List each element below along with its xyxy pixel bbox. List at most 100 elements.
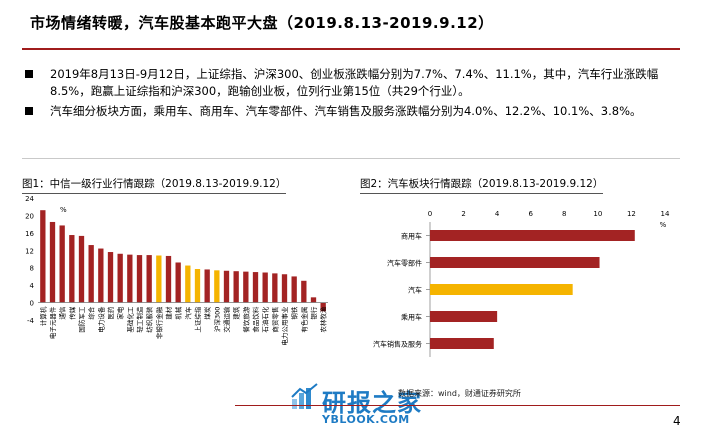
bar (165, 255, 172, 303)
y-tick-label: -4 (27, 317, 35, 325)
x-tick-label: 综合 (87, 306, 96, 320)
unit-label: % (660, 221, 667, 229)
bar (59, 225, 65, 303)
x-tick-label: 12 (627, 210, 636, 218)
x-tick-label: 医药 (106, 306, 115, 320)
x-tick-label: 交通运输 (222, 306, 231, 333)
bar (40, 210, 46, 303)
bullet-text: 2019年8月13日-9月12日，上证综指、沪深300、创业板涨跌幅分别为7.7… (50, 67, 659, 98)
page-title: 市场情绪转暖，汽车股基本跑平大盘（2019.8.13-2019.9.12） (30, 14, 494, 32)
x-tick-label: 电力设备 (96, 306, 105, 333)
x-tick-label: 食品饮料 (251, 306, 260, 333)
bar (49, 221, 56, 303)
figure-2-title-underline (360, 193, 604, 194)
y-tick-label: 20 (25, 212, 34, 220)
x-tick-label: 家电 (116, 306, 125, 320)
x-tick-label: 国防军工 (77, 306, 86, 333)
bar (78, 235, 85, 303)
bar (430, 230, 635, 241)
footer-divider (235, 405, 680, 406)
bar (214, 270, 220, 303)
x-tick-label: 煤炭 (203, 306, 212, 320)
figure-1-title-underline (22, 193, 287, 194)
x-tick-label: 计算机 (38, 306, 47, 326)
bar (136, 255, 143, 303)
data-source-note: 数据来源：wind，财通证券研究所 (398, 389, 521, 398)
bar (243, 271, 249, 303)
bar (204, 269, 210, 303)
bar (291, 276, 297, 303)
y-tick-label: 0 (30, 300, 34, 308)
bar (156, 255, 162, 303)
x-tick-label: 8 (562, 210, 566, 218)
x-tick-label: 通信 (58, 306, 67, 320)
y-tick-label: 汽车零部件 (387, 259, 422, 268)
x-tick-label: 建筑 (232, 306, 241, 320)
bar (107, 252, 114, 303)
bullet-square-icon (25, 70, 33, 78)
bar (175, 262, 181, 303)
bar (320, 302, 326, 312)
x-tick-label: 电子元器件 (48, 306, 57, 339)
bar (69, 235, 75, 303)
x-tick-label: 钢铁 (290, 306, 299, 320)
x-tick-label: 轻工制造 (135, 306, 144, 333)
x-tick-label: 农林牧渔 (319, 306, 328, 333)
bar (146, 255, 152, 303)
y-tick-label: 12 (25, 247, 34, 255)
watermark-url: YBLOOK.COM (322, 413, 410, 426)
bar (117, 253, 123, 303)
bar (185, 265, 191, 303)
bar (98, 248, 104, 303)
bar (310, 297, 317, 303)
bar (127, 254, 133, 303)
bar (301, 280, 307, 303)
figure-2-title: 图2：汽车板块行情跟踪（2019.8.13-2019.9.12） (360, 176, 604, 194)
bullet-text: 汽车细分板块方面，乘用车、商用车、汽车零部件、汽车销售及服务涨跌幅分别为4.0%… (50, 104, 642, 118)
bar (430, 338, 494, 349)
bar (430, 311, 498, 322)
bar (262, 272, 268, 303)
summary-bullets: 2019年8月13日-9月12日，上证综指、沪深300、创业板涨跌幅分别为7.7… (22, 66, 682, 123)
figure-1-title-text: 图1：中信一级行业行情跟踪（2019.8.13-2019.9.12） (22, 178, 287, 190)
x-tick-label: 建材 (164, 306, 173, 320)
watermark-title: 研报之家 (322, 389, 422, 417)
y-tick-label: 商用车 (401, 232, 422, 241)
x-tick-label: 银行 (309, 306, 318, 320)
title-divider (22, 48, 680, 50)
bar (88, 245, 94, 303)
bar (233, 271, 239, 303)
page-number: 4 (673, 414, 681, 428)
watermark-logo-icon (290, 383, 320, 415)
figure-2-title-text: 图2：汽车板块行情跟踪（2019.8.13-2019.9.12） (360, 178, 604, 190)
x-tick-label: 基础化工 (125, 306, 134, 333)
bar (430, 257, 600, 268)
x-tick-label: 上证综指 (193, 306, 202, 333)
x-tick-label: 沪深300 (212, 307, 221, 332)
y-tick-label: 16 (25, 230, 34, 238)
bar (281, 274, 288, 303)
x-tick-label: 纺织服装 (145, 306, 154, 333)
x-tick-label: 传媒 (67, 306, 76, 320)
y-tick-label: 乘用车 (401, 313, 422, 322)
figure-1-title: 图1：中信一级行业行情跟踪（2019.8.13-2019.9.12） (22, 176, 287, 194)
bullet-item: 2019年8月13日-9月12日，上证综指、沪深300、创业板涨跌幅分别为7.7… (22, 66, 682, 100)
y-tick-label: 汽车 (408, 286, 422, 295)
bar (194, 269, 201, 303)
x-tick-label: 2 (461, 210, 465, 218)
x-tick-label: 汽车 (183, 306, 192, 320)
x-tick-label: 0 (428, 210, 432, 218)
y-tick-label: 8 (30, 265, 34, 273)
bullet-item: 汽车细分板块方面，乘用车、商用车、汽车零部件、汽车销售及服务涨跌幅分别为4.0%… (22, 103, 682, 120)
x-tick-label: 6 (528, 210, 533, 218)
section-divider (22, 158, 680, 159)
x-tick-label: 有色金属 (299, 307, 308, 333)
x-tick-label: 4 (495, 210, 500, 218)
unit-label: % (60, 206, 67, 214)
x-tick-label: 电力公用事业 (280, 306, 289, 346)
x-tick-label: 机械 (174, 306, 183, 320)
x-tick-label: 餐饮旅游 (241, 306, 250, 333)
bar (223, 270, 230, 303)
x-tick-label: 非银行金融 (154, 306, 163, 339)
